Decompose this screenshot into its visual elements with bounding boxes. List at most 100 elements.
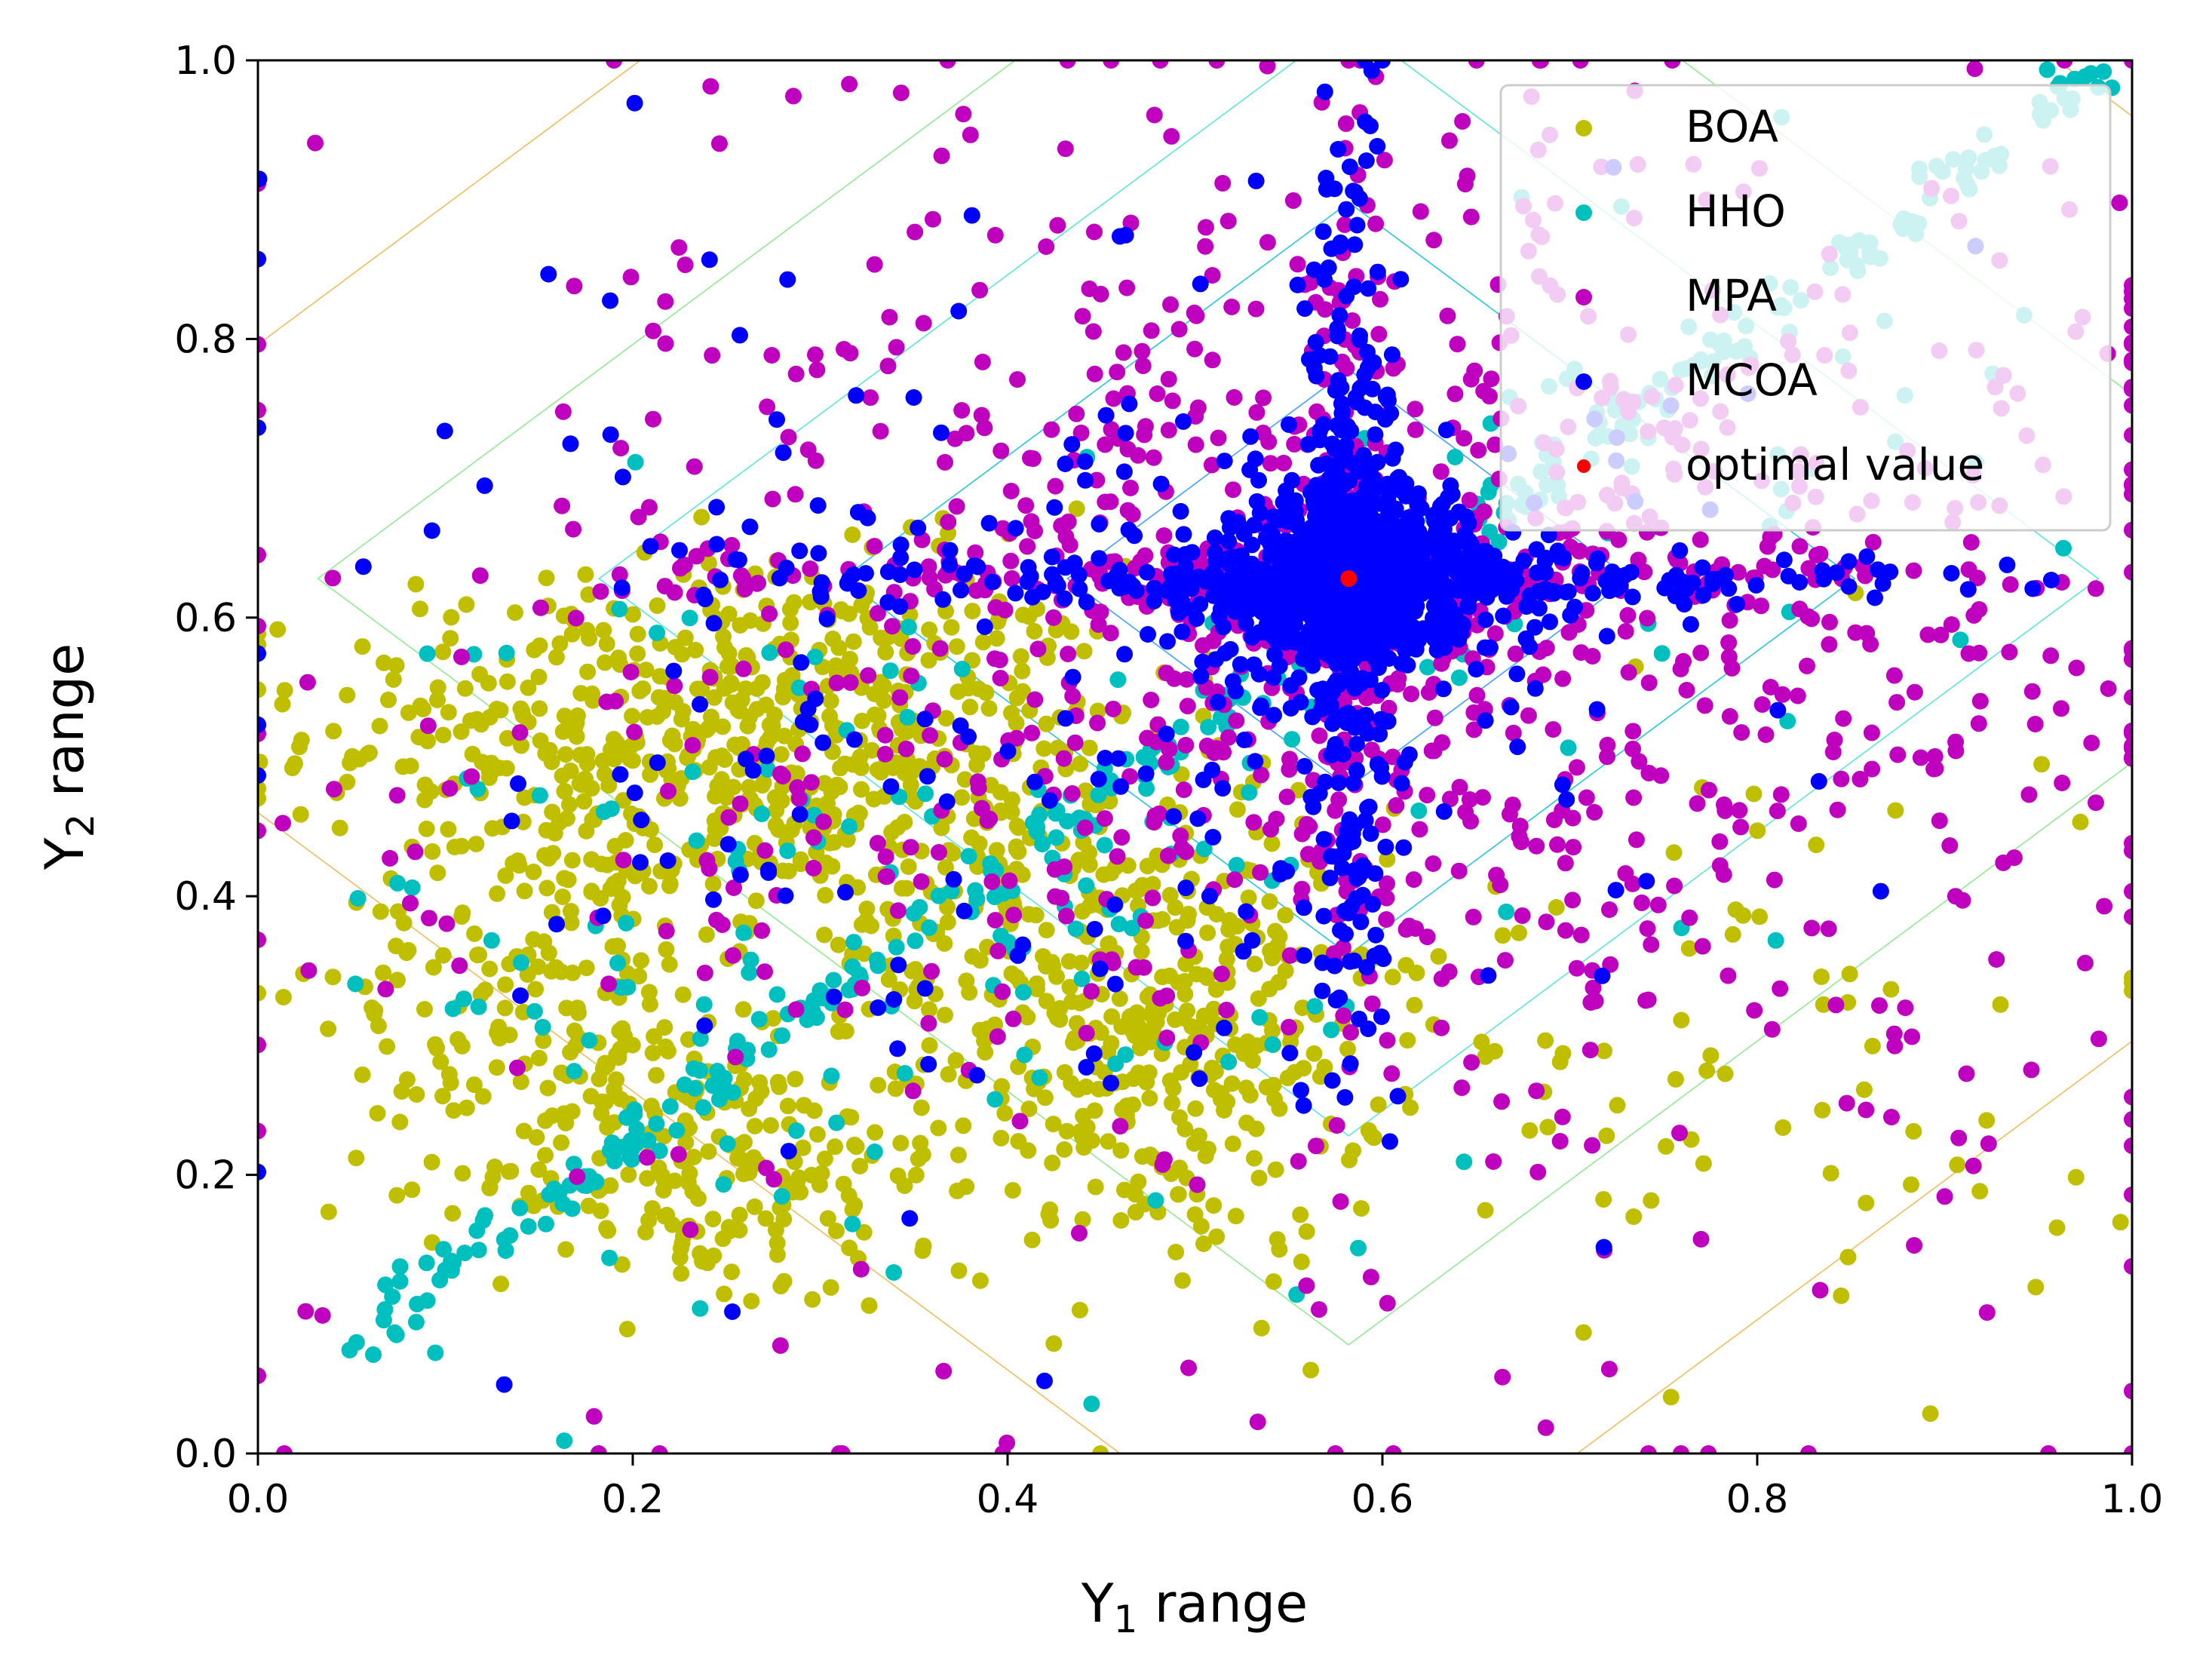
data-point xyxy=(723,536,741,554)
data-point xyxy=(2076,954,2094,972)
data-point xyxy=(1024,450,1042,468)
data-point xyxy=(1186,340,1204,358)
data-point xyxy=(1122,479,1139,496)
data-point xyxy=(1732,818,1750,836)
data-point xyxy=(626,784,643,802)
data-point xyxy=(258,754,268,771)
data-point xyxy=(434,643,452,661)
legend-marker-boa xyxy=(1575,120,1592,137)
data-point xyxy=(1271,657,1288,674)
data-point xyxy=(1557,922,1574,939)
data-point xyxy=(388,787,406,804)
data-point xyxy=(793,654,810,671)
data-point xyxy=(1869,561,1886,579)
data-point xyxy=(1327,735,1344,753)
data-point xyxy=(1384,968,1401,986)
data-point xyxy=(1071,1301,1088,1318)
data-point xyxy=(431,1272,449,1289)
data-point xyxy=(599,1119,616,1136)
data-point xyxy=(920,652,937,669)
data-point xyxy=(716,751,734,768)
data-point xyxy=(1327,591,1345,609)
data-point xyxy=(1926,747,1944,765)
data-point xyxy=(1483,370,1500,388)
data-point xyxy=(805,992,823,1009)
data-point xyxy=(1305,798,1322,815)
data-point xyxy=(275,989,292,1005)
data-point xyxy=(2039,61,2056,78)
data-point xyxy=(1266,707,1282,724)
data-point xyxy=(853,916,870,933)
data-point xyxy=(1143,692,1160,708)
data-point xyxy=(869,834,886,852)
data-point xyxy=(1130,447,1147,464)
data-point xyxy=(742,951,759,968)
data-point xyxy=(976,618,993,635)
data-point xyxy=(905,389,922,406)
data-point xyxy=(1096,810,1113,827)
data-point xyxy=(656,689,673,707)
data-point xyxy=(1008,714,1025,732)
data-point xyxy=(419,717,437,735)
data-point xyxy=(577,566,594,583)
data-point xyxy=(1838,1094,1855,1112)
data-point xyxy=(1667,1070,1684,1088)
data-point xyxy=(1586,803,1603,821)
data-point xyxy=(1595,1191,1612,1208)
data-point xyxy=(1573,564,1591,582)
data-point xyxy=(950,1146,967,1164)
data-point xyxy=(1002,483,1020,499)
data-point xyxy=(2124,461,2132,478)
data-point xyxy=(864,741,881,759)
data-point xyxy=(695,996,713,1013)
data-point xyxy=(607,692,624,710)
data-point xyxy=(757,1210,775,1227)
data-point xyxy=(1958,1065,1975,1082)
data-point xyxy=(1056,1141,1073,1158)
data-point xyxy=(1284,471,1301,489)
data-point xyxy=(1203,456,1220,474)
data-point xyxy=(1197,1147,1214,1165)
data-point xyxy=(389,874,407,892)
data-point xyxy=(1840,578,1858,595)
data-point xyxy=(933,424,950,441)
data-point xyxy=(1369,263,1386,281)
data-point xyxy=(1369,137,1386,155)
data-point xyxy=(1298,1223,1315,1240)
data-point xyxy=(968,890,986,907)
data-point xyxy=(1803,919,1821,937)
data-point xyxy=(1281,416,1297,433)
data-point xyxy=(370,1018,387,1035)
data-point xyxy=(627,453,644,471)
data-point xyxy=(1009,947,1026,964)
data-point xyxy=(2124,1088,2132,1106)
data-point xyxy=(775,768,791,784)
data-point xyxy=(1305,261,1323,278)
data-point xyxy=(1833,770,1850,787)
data-point xyxy=(876,692,892,709)
data-point xyxy=(1103,60,1120,69)
data-point xyxy=(1631,753,1648,770)
data-point xyxy=(1671,1125,1688,1142)
data-point xyxy=(451,957,468,975)
data-point xyxy=(809,497,827,514)
data-point xyxy=(1373,1008,1390,1025)
data-point xyxy=(772,746,790,763)
data-point xyxy=(1212,1091,1229,1108)
data-point xyxy=(1372,290,1388,308)
data-point xyxy=(624,708,641,725)
data-point xyxy=(1238,903,1255,920)
data-point xyxy=(613,579,630,597)
data-point xyxy=(968,757,986,774)
data-point xyxy=(456,1245,474,1262)
data-point xyxy=(1800,560,1818,577)
data-point xyxy=(408,1086,425,1103)
data-point xyxy=(1029,640,1047,658)
data-point xyxy=(870,957,887,975)
data-point xyxy=(1317,773,1334,790)
data-point xyxy=(767,816,784,833)
data-point xyxy=(2005,849,2023,867)
data-point xyxy=(1328,1117,1345,1134)
data-point xyxy=(453,837,470,855)
data-point xyxy=(1348,735,1365,753)
